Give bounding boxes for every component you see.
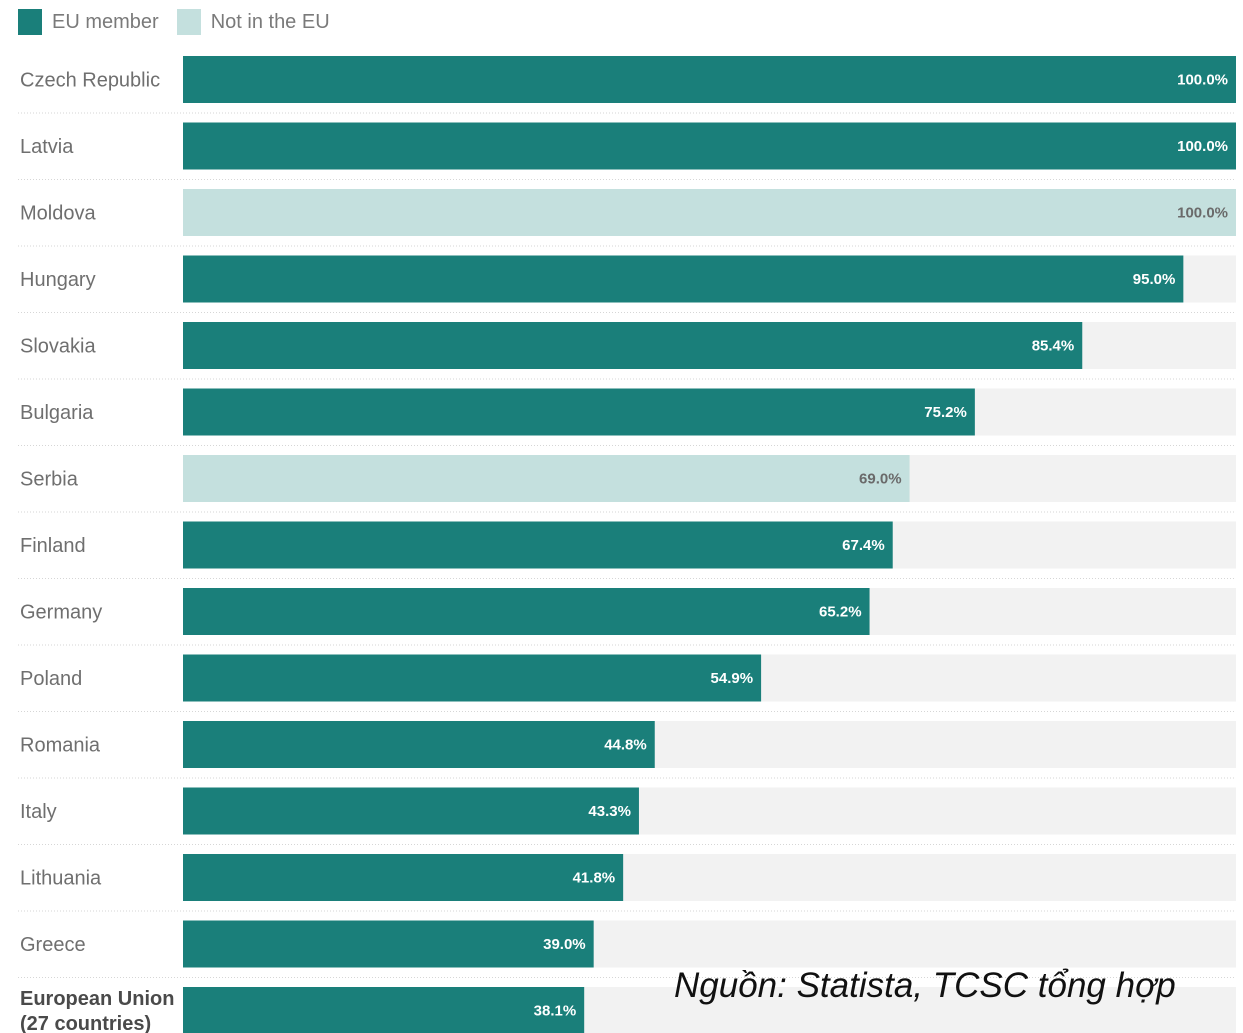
value-label-poland: 54.9% [711, 670, 754, 687]
category-label-moldova: Moldova [20, 203, 96, 225]
bar-greece [183, 920, 594, 968]
bar-serbia [183, 455, 910, 502]
value-label-latvia: 100.0% [1177, 138, 1228, 155]
bar-latvia [183, 122, 1236, 170]
bar-romania [183, 721, 655, 768]
value-label-european-union-27-countries: 38.1% [534, 1003, 577, 1020]
legend-item-eu-member: EU member [18, 9, 159, 35]
legend-swatch-not-in-eu [176, 9, 201, 35]
category-label-germany: Germany [20, 602, 102, 624]
category-label-finland: Finland [20, 535, 86, 557]
value-label-slovakia: 85.4% [1032, 338, 1075, 355]
value-label-italy: 43.3% [588, 803, 631, 820]
value-label-germany: 65.2% [819, 604, 862, 621]
value-label-czech-republic: 100.0% [1177, 72, 1228, 89]
category-label-greece: Greece [20, 934, 86, 956]
bar-finland [183, 521, 893, 569]
legend-swatch-eu-member [18, 9, 42, 35]
category-label-european-union-27-countries: European Union (27 countries) [20, 988, 174, 1033]
category-label-latvia: Latvia [20, 136, 74, 158]
category-label-lithuania: Lithuania [20, 868, 102, 890]
bar-lithuania [183, 854, 624, 901]
category-label-bulgaria: Bulgaria [20, 402, 94, 424]
bar-bulgaria [183, 388, 975, 436]
bar-italy [183, 787, 639, 835]
bar-germany [183, 588, 870, 635]
legend-label-eu-member: EU member [52, 10, 159, 33]
value-label-moldova: 100.0% [1177, 205, 1228, 222]
legend-item-not-in-eu: Not in the EU [176, 9, 330, 35]
value-label-lithuania: 41.8% [573, 870, 616, 887]
bar-hungary [183, 255, 1184, 303]
bar-european-union-27-countries [183, 987, 585, 1033]
value-label-romania: 44.8% [604, 737, 647, 754]
value-label-serbia: 69.0% [859, 471, 902, 488]
category-label-slovakia: Slovakia [20, 336, 96, 358]
category-label-czech-republic: Czech Republic [20, 70, 160, 92]
value-label-bulgaria: 75.2% [924, 404, 967, 421]
legend-label-not-in-eu: Not in the EU [210, 10, 330, 33]
category-label-italy: Italy [20, 801, 57, 823]
bar-poland [183, 654, 762, 702]
bar-slovakia [183, 322, 1083, 369]
value-label-hungary: 95.0% [1133, 271, 1176, 288]
category-label-serbia: Serbia [20, 469, 79, 491]
bar-czech-republic [183, 56, 1236, 103]
value-label-greece: 39.0% [543, 936, 586, 953]
category-label-romania: Romania [20, 735, 101, 757]
value-label-finland: 67.4% [842, 537, 885, 554]
category-label-hungary: Hungary [20, 269, 96, 291]
source-note: Nguồn: Statista, TCSC tổng hợp [674, 966, 1176, 1005]
legend: EU member Not in the EU [18, 8, 348, 36]
category-label-poland: Poland [20, 668, 82, 690]
bar-moldova [183, 189, 1236, 236]
